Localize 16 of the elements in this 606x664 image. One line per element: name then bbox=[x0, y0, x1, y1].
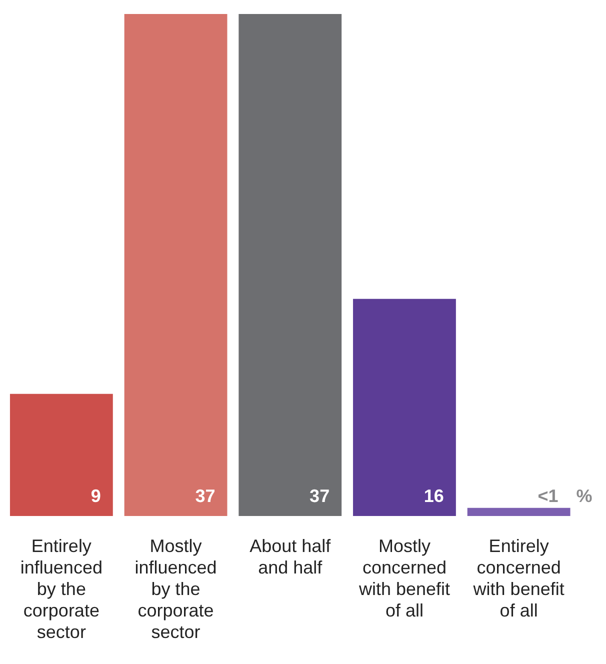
text: % bbox=[576, 486, 592, 506]
bar bbox=[467, 508, 570, 516]
data-label: 9 bbox=[90, 486, 101, 506]
bar bbox=[353, 298, 456, 516]
bar bbox=[10, 394, 113, 516]
x-tick-label: About half and half bbox=[250, 536, 332, 578]
data-label: <1 bbox=[538, 486, 558, 506]
x-tick-label: Mostly concerned with benefit of all bbox=[358, 536, 450, 621]
x-tick-label: Entirely concerned with benefit of all bbox=[472, 536, 564, 621]
bar bbox=[238, 14, 342, 516]
data-label: 37 bbox=[195, 486, 216, 506]
bar bbox=[124, 14, 228, 516]
data-label: 37 bbox=[310, 486, 330, 506]
data-label: 16 bbox=[424, 486, 444, 506]
x-tick-label: Mostly influenced by the corporate sector bbox=[134, 536, 217, 642]
x-tick-label: Entirely influenced by the corporate sector bbox=[20, 536, 102, 642]
